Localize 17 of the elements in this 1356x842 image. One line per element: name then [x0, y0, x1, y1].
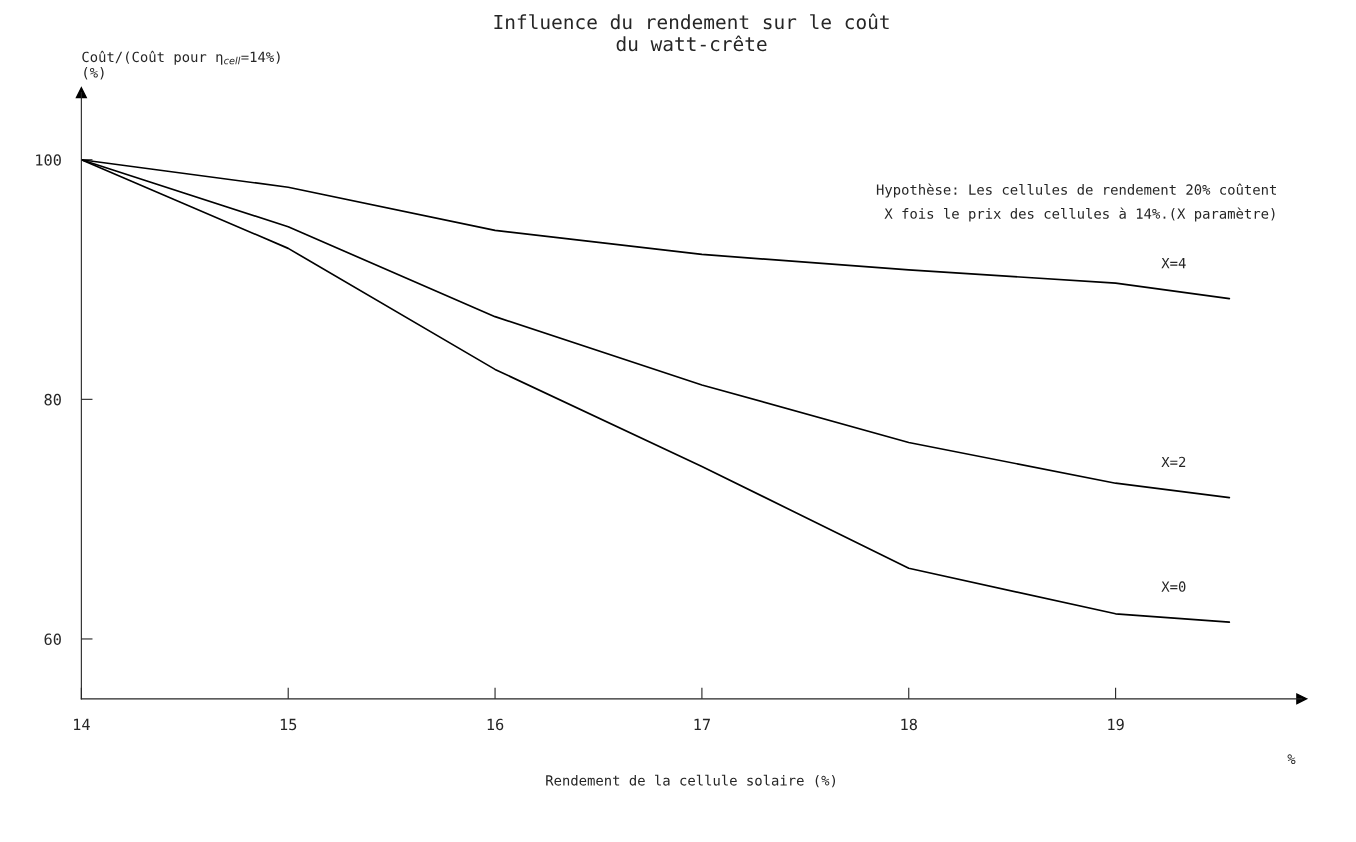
series-label: X=0: [1161, 581, 1186, 592]
text: Coût/(Coût pour η$_{cell}$=14%) (%): [82, 50, 280, 80]
x-tick-label: 19: [1108, 718, 1124, 731]
x-tick-label: 14: [74, 718, 90, 730]
y-tick-label: 80: [44, 393, 61, 406]
y-tick-label: 60: [44, 633, 61, 646]
x-tick-label: 17: [694, 718, 710, 730]
annotation: Hypothèse: Les cellules de rendement 20% coûtent X fois le prix des cellules à 14%.(X paramètre): [876, 183, 1276, 222]
chart-title: Influence du rendement sur le coût du watt-crête: [494, 13, 889, 52]
series-label: X=4: [1161, 258, 1186, 269]
x-tick-label: 16: [487, 718, 504, 731]
y-tick-label: 100: [36, 154, 61, 166]
x-axis-title: Rendement de la cellule solaire (%): [546, 774, 836, 788]
x-tick-label: 15: [280, 718, 297, 731]
x-tick-label: 18: [901, 718, 917, 731]
series-label: X=2: [1161, 456, 1186, 468]
text: %: [1287, 754, 1296, 765]
